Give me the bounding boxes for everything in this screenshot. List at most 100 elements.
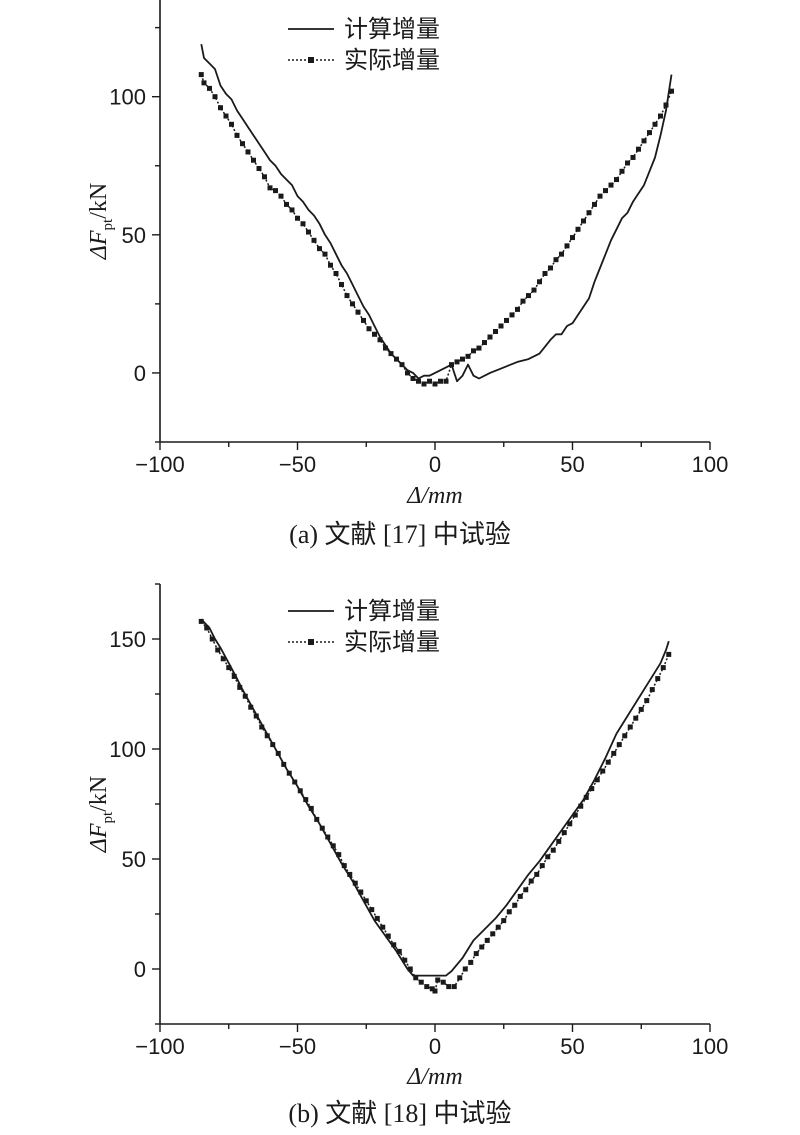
data-point (572, 812, 578, 818)
data-point (605, 759, 611, 765)
data-point (523, 887, 529, 893)
data-point (259, 724, 265, 730)
data-point (435, 977, 441, 983)
series-markers-actual (198, 72, 674, 387)
legend-label-calculated: 计算增量 (344, 597, 440, 625)
data-point (454, 359, 460, 365)
data-point (366, 326, 372, 332)
data-point (575, 226, 581, 232)
data-point (542, 270, 548, 276)
data-point (311, 237, 317, 243)
data-point (374, 915, 380, 921)
data-point (504, 317, 509, 323)
data-point (556, 838, 562, 844)
x-tick-label: 0 (429, 1034, 441, 1059)
data-point (229, 121, 234, 127)
data-point (647, 130, 652, 136)
data-point (391, 942, 397, 948)
data-point (281, 761, 287, 767)
data-point (498, 323, 504, 329)
y-axis-title-sub: pt (100, 811, 116, 824)
y-axis-title-sub: pt (100, 218, 116, 231)
data-point (284, 201, 289, 207)
data-point (658, 113, 663, 119)
data-point (534, 871, 540, 877)
data-point (237, 684, 243, 690)
data-point (509, 312, 515, 318)
data-point (383, 345, 388, 351)
data-point (539, 863, 545, 869)
legend-marker-actual (308, 57, 314, 63)
data-point (421, 381, 427, 387)
legend-label-actual: 实际增量 (344, 628, 440, 656)
data-point (550, 847, 556, 853)
data-point (218, 105, 223, 111)
legend-marker-actual (308, 639, 314, 645)
data-point (377, 337, 383, 343)
data-point (215, 647, 221, 653)
data-point (501, 918, 507, 924)
data-point (589, 786, 595, 792)
data-point (548, 265, 553, 271)
data-point (460, 356, 465, 362)
x-tick-label: −100 (135, 452, 185, 477)
data-point (209, 636, 215, 642)
data-point (336, 852, 342, 858)
data-point (457, 975, 463, 981)
data-point (223, 113, 229, 119)
data-point (652, 121, 658, 127)
data-point (531, 287, 537, 293)
data-point (355, 309, 361, 315)
data-point (432, 988, 438, 994)
data-point (594, 777, 600, 783)
data-point (666, 651, 672, 657)
data-point (638, 706, 644, 712)
data-point (292, 779, 298, 785)
data-point (619, 168, 625, 174)
data-point (465, 353, 471, 359)
data-point (462, 966, 468, 972)
data-point (614, 177, 619, 183)
series-line-calculated (200, 618, 670, 977)
x-tick-label: 100 (692, 452, 729, 477)
data-point (528, 878, 534, 884)
y-axis-title-unit: /kN (86, 776, 112, 812)
series-line-calculated (200, 44, 673, 383)
data-point (347, 871, 353, 877)
data-point (416, 378, 421, 384)
y-tick-label: 50 (122, 223, 146, 248)
data-point (537, 279, 542, 285)
y-axis-title-main: ΔF (86, 230, 112, 260)
data-point (515, 306, 520, 312)
data-point (317, 246, 322, 252)
chart-panel-b: −100 −50 0 50 100 0 50 100 150 Δ/mm ΔFpt/kN 计算增量 实际增… (0, 568, 800, 1135)
data-point (630, 154, 636, 160)
data-point (198, 72, 204, 78)
data-point (482, 340, 487, 346)
data-point (506, 909, 512, 915)
data-point (204, 625, 210, 631)
data-point (240, 141, 245, 147)
data-point (328, 262, 333, 268)
y-axis-title-main: ΔF (86, 823, 112, 853)
data-point (633, 715, 639, 721)
y-tick-label: 0 (134, 957, 146, 982)
data-point (545, 854, 551, 860)
data-point (608, 182, 614, 188)
data-point (344, 293, 350, 299)
data-point (603, 188, 608, 194)
data-point (253, 713, 259, 719)
data-point (295, 215, 300, 221)
data-point (418, 979, 424, 985)
data-point (517, 893, 523, 899)
data-point (319, 825, 325, 831)
data-point (468, 959, 474, 965)
data-point (636, 146, 641, 152)
data-point (198, 618, 204, 624)
data-point (424, 984, 430, 990)
series-markers-actual (198, 618, 672, 994)
data-point (361, 317, 366, 323)
x-tick-label: −50 (279, 452, 316, 477)
